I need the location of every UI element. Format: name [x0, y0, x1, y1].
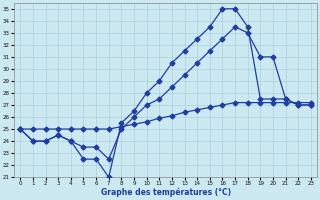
X-axis label: Graphe des températures (°C): Graphe des températures (°C) — [100, 188, 231, 197]
